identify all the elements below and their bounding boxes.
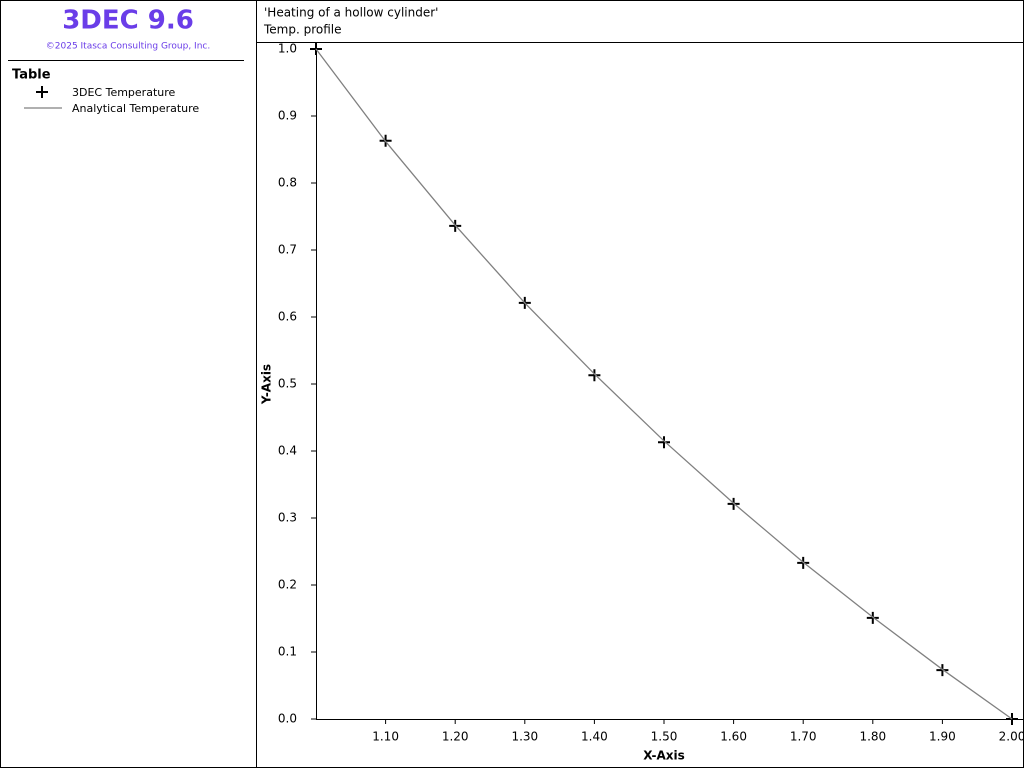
y-tick-label: 0.1 xyxy=(278,645,297,659)
x-tick-label: 1.60 xyxy=(720,730,747,744)
y-tick-label: 0.5 xyxy=(278,377,297,391)
y-tick-label: 0.4 xyxy=(278,444,297,458)
legend-title: Table xyxy=(12,68,51,83)
y-tick-label: 0.3 xyxy=(278,511,297,525)
y-tick-label: 0.8 xyxy=(278,176,297,190)
legend-label: Analytical Temperature xyxy=(72,102,199,115)
y-tick-label: 0.7 xyxy=(278,243,297,257)
analytical-line xyxy=(315,48,1013,720)
chart-subtitle: Temp. profile xyxy=(263,23,342,37)
y-tick-label: 0.2 xyxy=(278,578,297,592)
x-tick-label: 1.30 xyxy=(511,730,538,744)
x-tick-label: 1.70 xyxy=(790,730,817,744)
x-tick-label: 1.90 xyxy=(929,730,956,744)
chart-title: 'Heating of a hollow cylinder' xyxy=(264,6,438,20)
x-tick-label: 1.20 xyxy=(442,730,469,744)
x-axis-label: X-Axis xyxy=(643,749,685,763)
x-tick-label: 1.50 xyxy=(651,730,678,744)
x-tick-label: 1.10 xyxy=(372,730,399,744)
x-tick-label: 1.40 xyxy=(581,730,608,744)
y-tick-label: 0.9 xyxy=(278,109,297,123)
marker xyxy=(658,436,670,449)
y-axis-label: Y-Axis xyxy=(260,364,274,405)
x-tick-label: 2.00 xyxy=(999,730,1024,744)
legend-label: 3DEC Temperature xyxy=(72,86,176,99)
y-tick-label: 1.0 xyxy=(278,42,297,56)
copyright: ©2025 Itasca Consulting Group, Inc. xyxy=(46,42,210,52)
y-tick-label: 0.6 xyxy=(278,310,297,324)
app-name: 3DEC 9.6 xyxy=(62,6,194,36)
x-tick-label: 1.80 xyxy=(859,730,886,744)
y-tick-label: 0.0 xyxy=(278,712,297,726)
legend-marker xyxy=(36,86,48,98)
marker xyxy=(588,369,601,382)
